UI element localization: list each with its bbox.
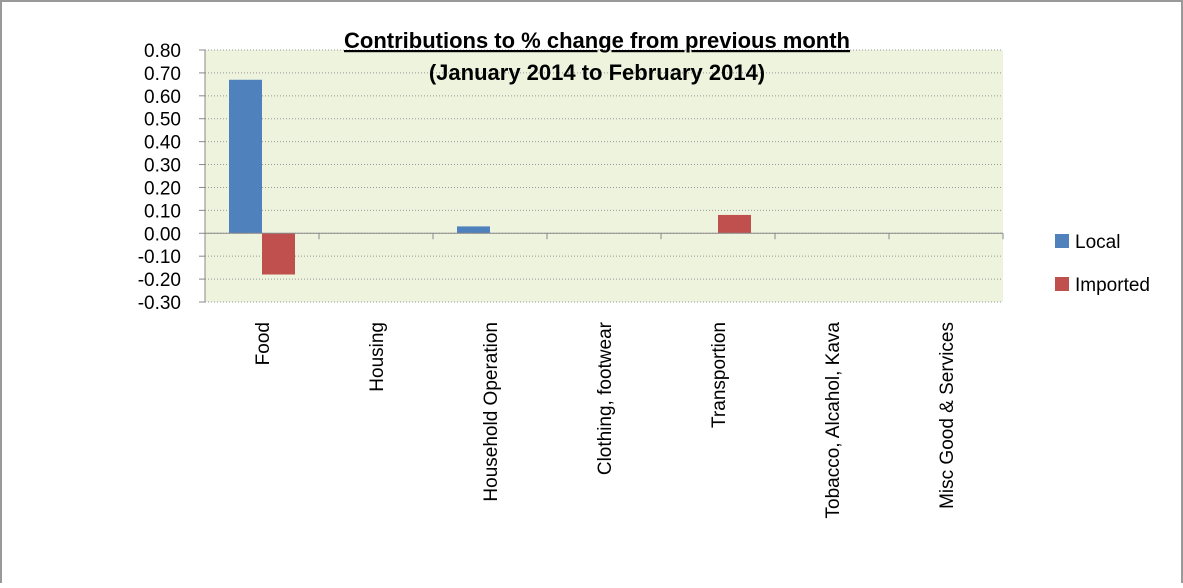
x-tick-label: Tobacco, Alcahol, Kava — [823, 322, 844, 519]
chart-subtitle: (January 2014 to February 2014) — [429, 60, 765, 85]
y-tick-label: 0.00 — [144, 224, 181, 245]
y-tick-label: 0.50 — [144, 110, 181, 131]
bar — [262, 233, 295, 275]
x-tick-label: Misc Good & Services — [937, 322, 958, 509]
y-tick-label: 0.30 — [144, 156, 181, 177]
bar — [718, 214, 751, 234]
chart-title: Contributions to % change from previous … — [344, 28, 850, 53]
legend-swatch — [1055, 277, 1069, 291]
y-tick-label: -0.20 — [138, 270, 181, 291]
plot-area — [205, 50, 1003, 302]
bar — [229, 79, 262, 234]
y-tick-label: 0.10 — [144, 201, 181, 222]
x-tick-label: Food — [253, 322, 274, 365]
legend-label: Local — [1075, 232, 1120, 253]
x-tick-label: Household Operation — [481, 322, 502, 502]
legend-label: Imported — [1075, 275, 1150, 296]
y-tick-label: 0.40 — [144, 133, 181, 154]
legend-swatch — [1055, 234, 1069, 248]
x-tick-label: Housing — [367, 322, 388, 392]
y-tick-label: 0.60 — [144, 87, 181, 108]
x-tick-label: Transportion — [709, 322, 730, 428]
y-tick-label: 0.80 — [144, 41, 181, 62]
y-tick-label: -0.30 — [138, 293, 181, 314]
y-tick-label: -0.10 — [138, 247, 181, 268]
y-tick-label: 0.70 — [144, 64, 181, 85]
bar — [457, 226, 490, 234]
y-tick-label: 0.20 — [144, 178, 181, 199]
x-tick-label: Clothing, footwear — [595, 321, 616, 475]
